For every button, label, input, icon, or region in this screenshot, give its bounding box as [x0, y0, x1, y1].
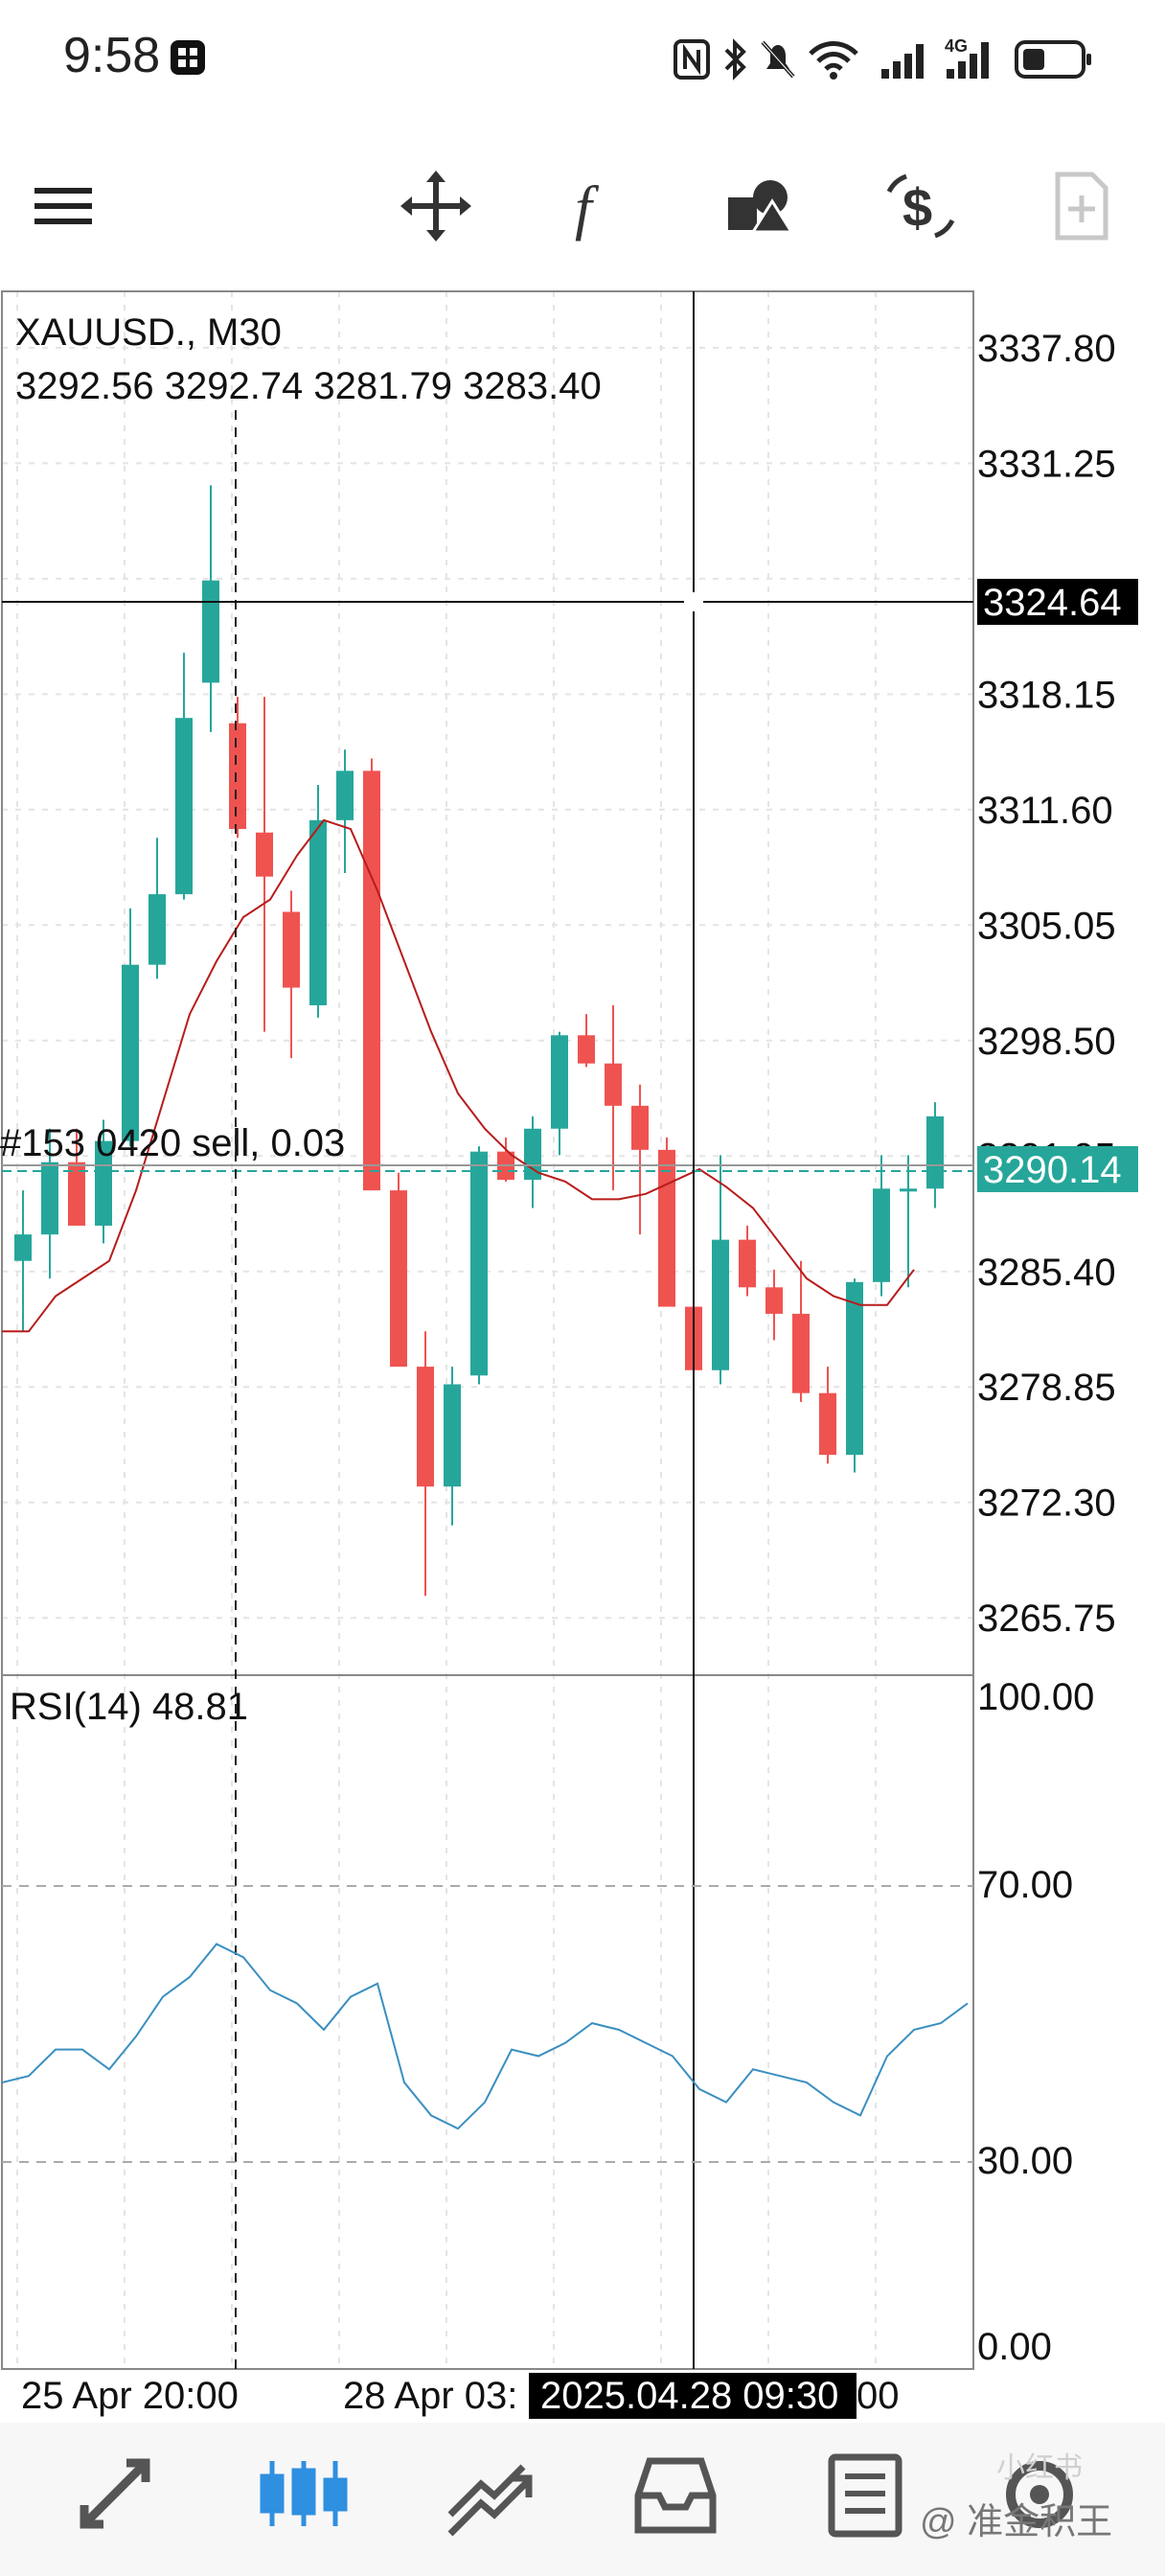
- candle-body: [417, 1367, 434, 1487]
- symbol-label: XAUUSD., M30: [15, 311, 282, 354]
- price-tick-label: 3331.25: [977, 443, 1116, 485]
- price-chart[interactable]: 3337.80 3331.25 3318.15 3311.60 3305.05 3298.…: [0, 286, 1165, 2423]
- status-time: 9:58: [63, 28, 161, 83]
- candle-body: [283, 911, 300, 988]
- wifi-icon: [809, 41, 858, 80]
- candle-body: [900, 1188, 917, 1192]
- price-tick-label: 3337.80: [977, 328, 1116, 370]
- candle-body: [148, 894, 166, 965]
- quotes-icon[interactable]: [65, 2442, 171, 2547]
- candle-body: [41, 1162, 58, 1235]
- candle-body: [256, 832, 273, 877]
- candle-body: [122, 964, 139, 1141]
- price-tick-label: 3318.15: [977, 674, 1116, 716]
- order-line-label: #153 0420 sell, 0.03: [0, 1122, 345, 1164]
- vertical-grid: [16, 291, 877, 2369]
- trade-icon[interactable]: $: [878, 163, 964, 249]
- menu-icon[interactable]: [21, 163, 107, 249]
- signal-4g-icon: 4G: [945, 36, 989, 79]
- candle-body: [390, 1190, 407, 1368]
- candle-body: [605, 1063, 622, 1106]
- rsi-level-label-0: 0.00: [977, 2326, 1052, 2368]
- candle-body: [739, 1239, 756, 1288]
- add-chart-icon[interactable]: [1039, 163, 1125, 249]
- rsi-level-label-100: 100.00: [977, 1676, 1094, 1718]
- crosshair-price-box: [977, 579, 1138, 625]
- rsi-line: [1, 1943, 969, 2130]
- candle-body: [792, 1313, 810, 1393]
- status-bar: 9:58 4G: [0, 0, 1165, 115]
- bluetooth-icon: [724, 38, 746, 80]
- time-label: 25 Apr 20:00: [21, 2375, 239, 2417]
- trade-icon[interactable]: [437, 2442, 542, 2547]
- function-icon[interactable]: f: [554, 163, 640, 249]
- watermark-user: @ 准金积王: [920, 2502, 1113, 2542]
- crosshair-center: [684, 592, 703, 611]
- app-square-icon: [171, 40, 205, 75]
- crosshair-price-label: 3324.64: [983, 582, 1122, 624]
- chart-frame: [1, 290, 974, 2370]
- time-label: 00: [857, 2375, 900, 2417]
- candle-body: [470, 1151, 488, 1376]
- signal-icon: [881, 44, 924, 79]
- candle-body: [551, 1035, 568, 1129]
- rsi-level-label-30: 30.00: [977, 2140, 1073, 2182]
- candle-body: [873, 1188, 890, 1282]
- objects-icon[interactable]: [717, 163, 803, 249]
- mute-bell-icon: [761, 40, 795, 79]
- candle-body: [444, 1384, 461, 1487]
- nfc-icon: [674, 39, 710, 80]
- candle-body: [926, 1116, 944, 1189]
- candle-body: [202, 580, 219, 683]
- candle-body: [229, 723, 246, 830]
- candle-body: [658, 1149, 675, 1307]
- chart-icon[interactable]: [251, 2442, 356, 2547]
- rsi-label: RSI(14) 48.81: [10, 1686, 248, 1728]
- candle-body: [631, 1105, 649, 1150]
- ohlc-label: 3292.56 3292.74 3281.79 3283.40: [15, 365, 602, 407]
- crosshair-move-icon[interactable]: [393, 163, 479, 249]
- svg-text:4G: 4G: [945, 36, 968, 56]
- candle-body: [819, 1392, 836, 1456]
- moving-average-line: [2, 818, 915, 1333]
- candle-body: [578, 1035, 595, 1064]
- candle-body: [336, 770, 354, 820]
- current-price-box: [977, 1146, 1138, 1192]
- price-tick-label: 3278.85: [977, 1367, 1116, 1409]
- history-icon[interactable]: [623, 2442, 728, 2547]
- price-axis: 3337.80 3331.25 3318.15 3311.60 3305.05 3298.…: [977, 328, 1116, 1640]
- bottom-navigation: 小红书 @ 准金积王: [0, 2423, 1165, 2576]
- candle-body: [765, 1287, 783, 1314]
- candle-body: [363, 770, 380, 1191]
- candle-body: [712, 1239, 729, 1370]
- price-tick-label: 3265.75: [977, 1598, 1116, 1640]
- svg-text:f: f: [575, 173, 600, 242]
- candle-body: [846, 1281, 863, 1456]
- current-price-label: 3290.14: [983, 1149, 1122, 1191]
- price-tick-label: 3305.05: [977, 905, 1116, 947]
- candle-body: [175, 718, 193, 895]
- price-tick-label: 3298.50: [977, 1021, 1116, 1063]
- chart-toolbar: f $: [0, 144, 1165, 268]
- news-icon[interactable]: [811, 2442, 916, 2547]
- crosshair-time-label: 2025.04.28 09:30: [540, 2375, 838, 2417]
- candle-body: [95, 1140, 112, 1226]
- price-tick-label: 3272.30: [977, 1483, 1116, 1525]
- candle-body: [309, 819, 327, 1005]
- candles: [14, 485, 944, 1597]
- time-label: 28 Apr 03:: [343, 2375, 517, 2417]
- candle-body: [68, 1162, 85, 1226]
- rsi-level-label-70: 70.00: [977, 1864, 1073, 1906]
- candle-body: [14, 1234, 32, 1261]
- price-tick-label: 3311.60: [977, 790, 1113, 832]
- price-tick-label: 3285.40: [977, 1252, 1116, 1294]
- battery-icon: [1015, 40, 1091, 79]
- crosshair-time-box: [529, 2373, 857, 2419]
- settings-icon[interactable]: [987, 2442, 1092, 2547]
- watermark-logo: 小红书: [996, 2452, 1083, 2484]
- svg-text:$: $: [902, 177, 932, 238]
